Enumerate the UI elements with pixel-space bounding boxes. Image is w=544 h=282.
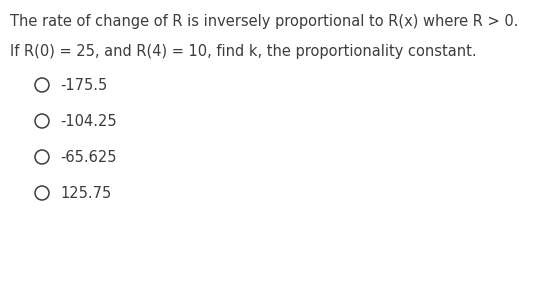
Text: -65.625: -65.625 — [60, 149, 116, 164]
Text: 125.75: 125.75 — [60, 186, 112, 201]
Text: -104.25: -104.25 — [60, 113, 116, 129]
Text: If R(0) = 25, and R(4) = 10, find k, the proportionality constant.: If R(0) = 25, and R(4) = 10, find k, the… — [10, 44, 477, 59]
Text: The rate of change of R is inversely proportional to R(x) where R > 0.: The rate of change of R is inversely pro… — [10, 14, 518, 29]
Text: -175.5: -175.5 — [60, 78, 107, 92]
